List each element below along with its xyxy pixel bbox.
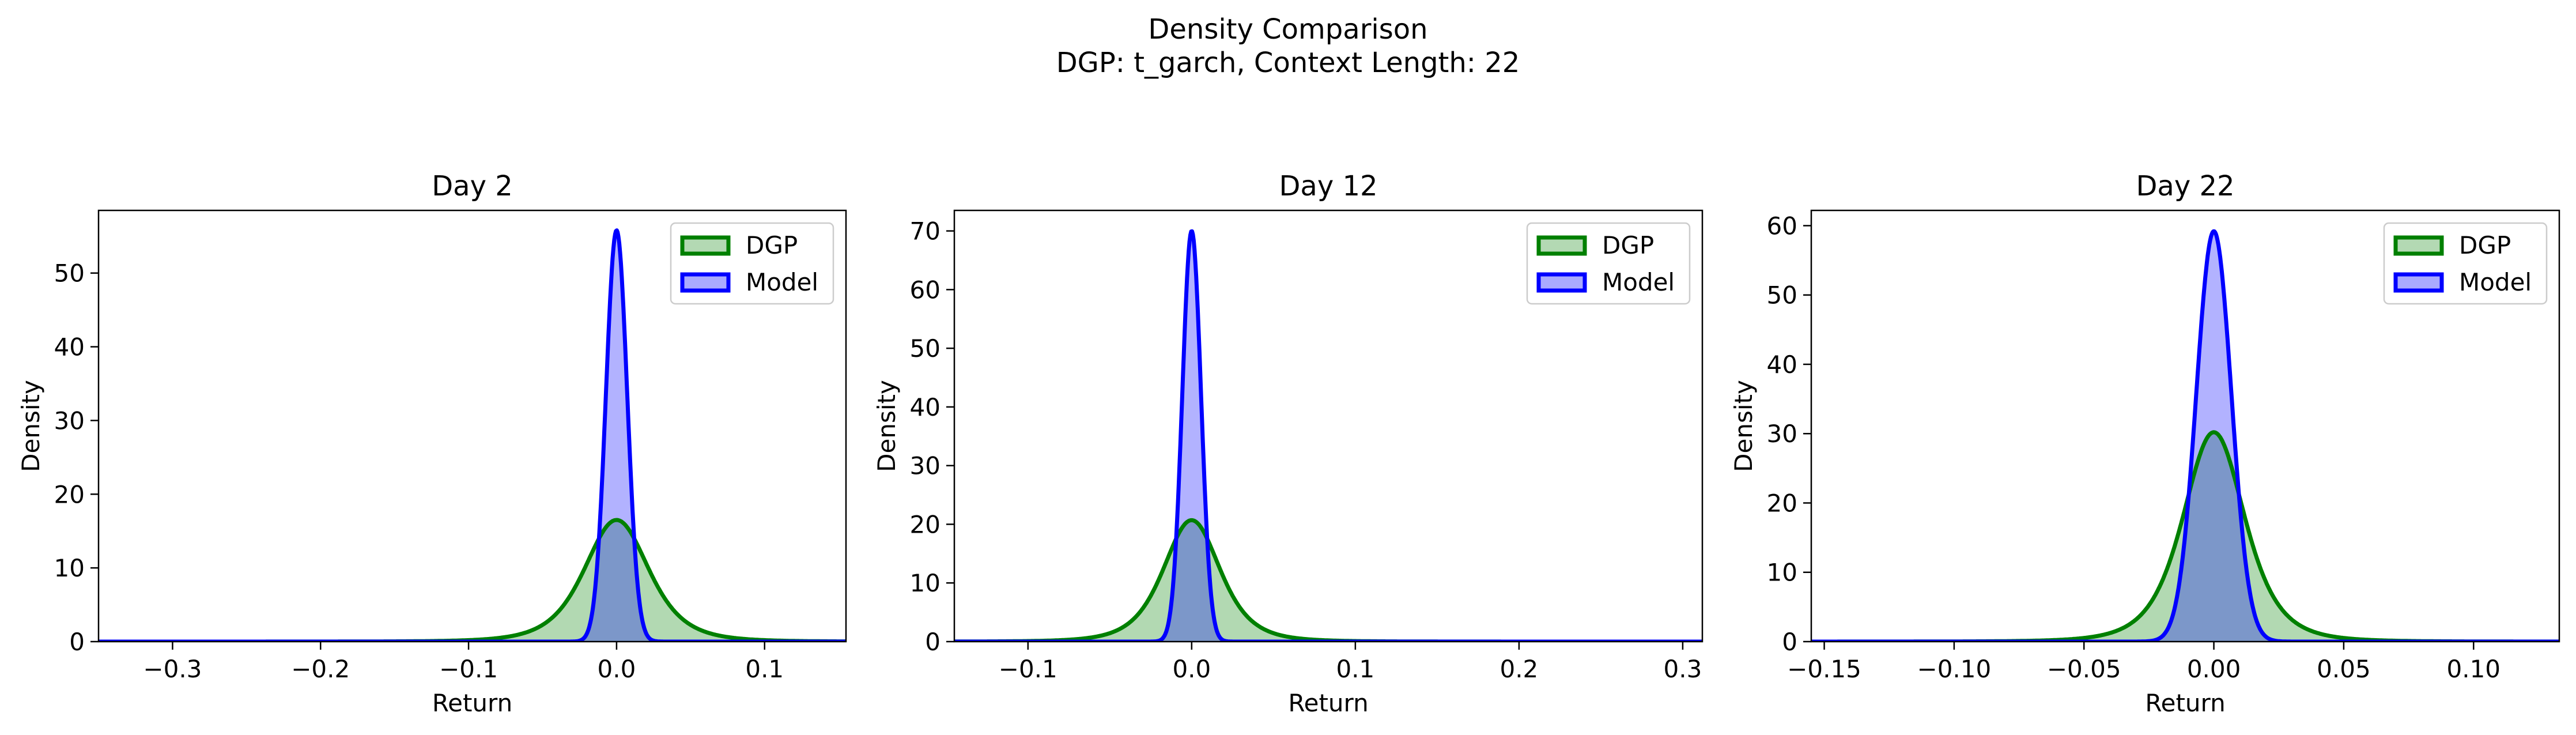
y-tick-label: 40 xyxy=(910,393,940,421)
x-tick-label: 0.3 xyxy=(1664,655,1702,683)
axes-frame xyxy=(953,209,1704,643)
figure-title: Density Comparison xyxy=(1148,13,1428,46)
legend: DGP Model xyxy=(1526,222,1691,305)
x-tick-label: 0.0 xyxy=(598,655,636,683)
legend-swatch-model xyxy=(680,272,731,293)
x-tick-label: −0.1 xyxy=(439,655,498,683)
axes-frame xyxy=(1810,209,2560,643)
y-tick-label: 40 xyxy=(54,333,85,361)
x-tick-label: −0.1 xyxy=(999,655,1057,683)
legend-label-dgp: DGP xyxy=(1602,231,1654,259)
plot-area xyxy=(954,229,1702,642)
subplot-1: −0.3 −0.2 −0.1 0.0 0.1 0 10 20 30 40 50 Day 2 Return… xyxy=(17,170,847,717)
y-axis-label: Density xyxy=(1729,380,1758,472)
y-tick-label: 20 xyxy=(910,510,940,538)
y-tick-label: 30 xyxy=(1767,420,1797,448)
subplot-title: Day 22 xyxy=(2136,170,2234,202)
x-tick-label: 0.00 xyxy=(2187,655,2241,683)
x-tick-label: −0.10 xyxy=(1917,655,1992,683)
y-tick-label: 0 xyxy=(925,628,940,656)
subplot-title: Day 2 xyxy=(432,170,513,202)
x-axis-label: Return xyxy=(2145,689,2225,717)
x-tick-label: −0.15 xyxy=(1787,655,1861,683)
y-tick-label: 40 xyxy=(1767,350,1797,379)
y-tick-label: 0 xyxy=(69,628,85,656)
x-tick-label: 0.05 xyxy=(2317,655,2371,683)
subplot-title: Day 12 xyxy=(1279,170,1377,202)
legend-label-model: Model xyxy=(1602,268,1675,296)
y-tick-label: 10 xyxy=(1767,559,1797,587)
legend-swatch-dgp xyxy=(2393,235,2444,256)
legend-label-model: Model xyxy=(2459,268,2532,296)
x-axis-label: Return xyxy=(1288,689,1368,717)
y-tick-label: 60 xyxy=(910,276,940,304)
legend-label-dgp: DGP xyxy=(746,231,798,259)
y-tick-label: 70 xyxy=(910,217,940,246)
dgp-line xyxy=(954,518,1702,642)
dgp-area xyxy=(99,520,846,642)
y-axis-label: Density xyxy=(872,380,901,472)
x-tick-label: 0.0 xyxy=(1172,655,1211,683)
y-axis-label: Density xyxy=(17,380,45,472)
legend: DGP Model xyxy=(2383,222,2548,305)
legend-label-dgp: DGP xyxy=(2459,231,2511,259)
legend-swatch-dgp xyxy=(1536,235,1587,256)
y-tick-label: 50 xyxy=(54,259,85,288)
x-tick-label: −0.2 xyxy=(291,655,350,683)
y-tick-label: 50 xyxy=(1767,281,1797,310)
legend-swatch-model xyxy=(1536,272,1587,293)
y-tick-label: 10 xyxy=(54,554,85,582)
dgp-area xyxy=(954,520,1702,642)
y-tick-label: 60 xyxy=(1767,212,1797,240)
dgp-line xyxy=(99,518,846,642)
legend: DGP Model xyxy=(670,222,834,305)
model-area xyxy=(1811,231,2559,642)
model-line xyxy=(1811,229,2559,642)
x-tick-label: −0.3 xyxy=(143,655,202,683)
subplot-2: −0.1 0.0 0.1 0.2 0.3 0 10 20 30 40 50 60 70 Day 12 Ret… xyxy=(872,170,1704,717)
axes-frame xyxy=(97,209,847,643)
subplot-3: −0.15 −0.10 −0.05 0.00 0.05 0.10 0 10 20 30 40 50 60… xyxy=(1729,170,2560,717)
y-tick-label: 20 xyxy=(1767,489,1797,517)
y-tick-label: 30 xyxy=(54,406,85,435)
legend-label-model: Model xyxy=(746,268,818,296)
figure-subtitle: DGP: t_garch, Context Length: 22 xyxy=(1056,47,1520,79)
legend-swatch-dgp xyxy=(680,235,731,256)
x-tick-label: 0.1 xyxy=(745,655,784,683)
x-tick-label: −0.05 xyxy=(2047,655,2121,683)
x-tick-label: 0.10 xyxy=(2447,655,2501,683)
plot-area xyxy=(99,228,846,642)
y-tick-label: 10 xyxy=(910,569,940,597)
y-tick-label: 30 xyxy=(910,452,940,480)
y-tick-label: 50 xyxy=(910,334,940,363)
x-axis-label: Return xyxy=(432,689,512,717)
x-tick-label: 0.2 xyxy=(1499,655,1538,683)
y-tick-label: 0 xyxy=(1782,628,1797,656)
x-tick-label: 0.1 xyxy=(1336,655,1374,683)
legend-swatch-model xyxy=(2393,272,2444,293)
y-tick-label: 20 xyxy=(54,480,85,508)
